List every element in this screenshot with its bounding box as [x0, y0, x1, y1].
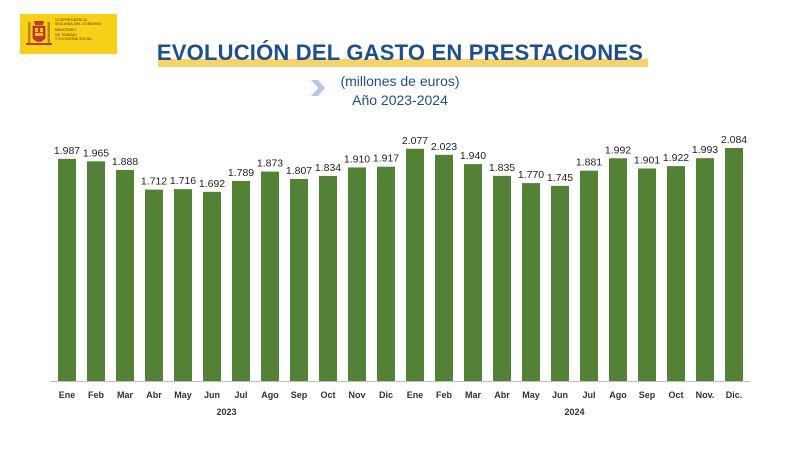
- x-tick-label: Mar: [465, 390, 482, 400]
- x-tick-label: Dic: [379, 390, 393, 400]
- bar-value-label: 1.881: [576, 157, 602, 169]
- chart-bar: [116, 169, 134, 381]
- bar-value-label: 1.987: [54, 145, 80, 157]
- x-tick-label: Abr: [146, 390, 162, 400]
- bar-value-label: 1.917: [373, 153, 399, 165]
- bar-value-label: 1.910: [344, 153, 370, 165]
- chart-bar: [232, 180, 250, 381]
- title-highlight: [158, 59, 648, 67]
- chart-bar: [319, 175, 337, 381]
- bar-value-label: 2.077: [402, 135, 428, 147]
- x-tick-label: Nov.: [696, 390, 715, 400]
- chart-bar: [406, 148, 424, 381]
- bar-value-label: 1.834: [315, 162, 341, 174]
- bar-value-label: 1.993: [692, 144, 718, 156]
- chart-bar: [638, 168, 656, 381]
- chart-bar: [145, 189, 163, 381]
- x-tick-label: Sep: [291, 390, 308, 400]
- chart-bar: [58, 158, 76, 381]
- chart-bar: [609, 158, 627, 381]
- logo-line: SEGUNDA DEL GOBIERNO: [55, 22, 102, 27]
- chart-bar: [725, 148, 743, 381]
- x-tick-label: Jul: [582, 390, 595, 400]
- bar-value-label: 1.965: [83, 147, 109, 159]
- x-tick-label: Feb: [436, 390, 453, 400]
- x-tick-label: Jun: [204, 390, 220, 400]
- logo-line: Y ECONOMÍA SOCIAL: [55, 36, 93, 41]
- year-group-label: 2023: [216, 407, 236, 417]
- chart-subtitle-units: (millones de euros): [340, 73, 460, 89]
- bar-value-label: 1.888: [112, 156, 138, 168]
- chart-bar: [174, 189, 192, 381]
- x-tick-label: May: [174, 390, 192, 400]
- bar-value-label: 2.084: [721, 134, 747, 146]
- chart-bar: [580, 170, 598, 381]
- chart-bar: [290, 178, 308, 381]
- x-tick-label: Ene: [59, 390, 76, 400]
- spain-coat-of-arms-icon: [26, 21, 52, 45]
- bar-value-label: 1.770: [518, 169, 544, 181]
- ministry-logo: VICEPRESIDENCIA SEGUNDA DEL GOBIERNO MIN…: [20, 14, 117, 54]
- x-tick-label: Abr: [494, 390, 510, 400]
- bar-value-label: 1.835: [489, 162, 515, 174]
- logo-line: VICEPRESIDENCIA: [55, 18, 88, 22]
- chart-bar: [348, 167, 366, 381]
- bar-value-label: 1.716: [170, 175, 196, 187]
- chart-bar: [203, 191, 221, 381]
- chart-bar: [551, 185, 569, 381]
- chart-bar: [261, 171, 279, 381]
- chart-bar: [377, 166, 395, 381]
- chart-bar: [696, 158, 714, 381]
- x-tick-label: Oct: [668, 390, 683, 400]
- x-tick-label: Ago: [261, 390, 279, 400]
- x-tick-label: Jul: [234, 390, 247, 400]
- x-tick-label: May: [522, 390, 540, 400]
- bar-value-label: 1.692: [199, 178, 225, 190]
- chevron-right-icon: [311, 80, 325, 96]
- logo-line: MINISTERIO: [55, 28, 77, 33]
- bar-value-label: 1.712: [141, 176, 167, 188]
- page-title: EVOLUCIÓN DEL GASTO EN PRESTACIONES: [156, 40, 644, 65]
- bar-value-label: 2.023: [431, 141, 457, 153]
- x-tick-label: Ene: [407, 390, 424, 400]
- chart-bar: [435, 154, 453, 381]
- logo-line: DE TRABAJO: [55, 32, 77, 37]
- bar-value-label: 1.807: [286, 165, 312, 177]
- x-tick-label: Oct: [320, 390, 335, 400]
- x-tick-label: Nov: [348, 390, 365, 400]
- bar-value-label: 1.992: [605, 144, 631, 156]
- x-tick-label: Mar: [117, 390, 134, 400]
- bar-value-label: 1.745: [547, 172, 573, 184]
- x-tick-label: Ago: [609, 390, 627, 400]
- x-tick-label: Jun: [552, 390, 568, 400]
- chart-bar: [87, 161, 105, 381]
- logo-text: VICEPRESIDENCIA SEGUNDA DEL GOBIERNO MIN…: [55, 18, 115, 41]
- bar-value-label: 1.940: [460, 150, 486, 162]
- bar-value-label: 1.922: [663, 152, 689, 164]
- bar-value-label: 1.873: [257, 158, 283, 170]
- x-tick-label: Dic.: [726, 390, 743, 400]
- x-tick-label: Sep: [639, 390, 656, 400]
- bar-value-label: 1.789: [228, 167, 254, 179]
- chart-bar: [493, 175, 511, 381]
- chart-bar: [522, 183, 540, 381]
- bar-value-label: 1.901: [634, 154, 660, 166]
- chart-subtitle-period: Año 2023-2024: [352, 92, 448, 108]
- x-tick-label: Feb: [88, 390, 105, 400]
- year-group-label: 2024: [564, 407, 584, 417]
- chart-bar: [464, 164, 482, 381]
- chart-bar: [667, 166, 685, 381]
